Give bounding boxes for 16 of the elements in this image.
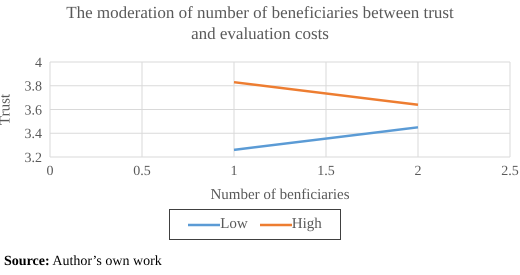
x-axis-title: Number of benficiaries: [210, 187, 350, 203]
y-tick-label: 3.8: [24, 80, 42, 95]
x-tick-label: 1: [230, 164, 238, 179]
x-tick-label: 0: [46, 164, 54, 179]
x-tick-label: 2.5: [501, 164, 519, 179]
x-tick-label: 1.5: [317, 164, 335, 179]
y-tick-label: 3.6: [24, 103, 42, 118]
legend-label: High: [292, 216, 322, 233]
x-tick-label: 2: [414, 164, 422, 179]
source-note: Source: Author’s own work: [4, 254, 162, 270]
legend-label: Low: [220, 216, 248, 233]
y-tick-label: 3.4: [24, 127, 42, 142]
y-tick-label: 3.2: [24, 150, 42, 166]
x-tick-label: 0.5: [133, 164, 151, 179]
y-tick-label: 4: [35, 56, 42, 71]
chart-title: The moderation of number of beneficiaries between trust and evaluation costs: [65, 2, 455, 44]
